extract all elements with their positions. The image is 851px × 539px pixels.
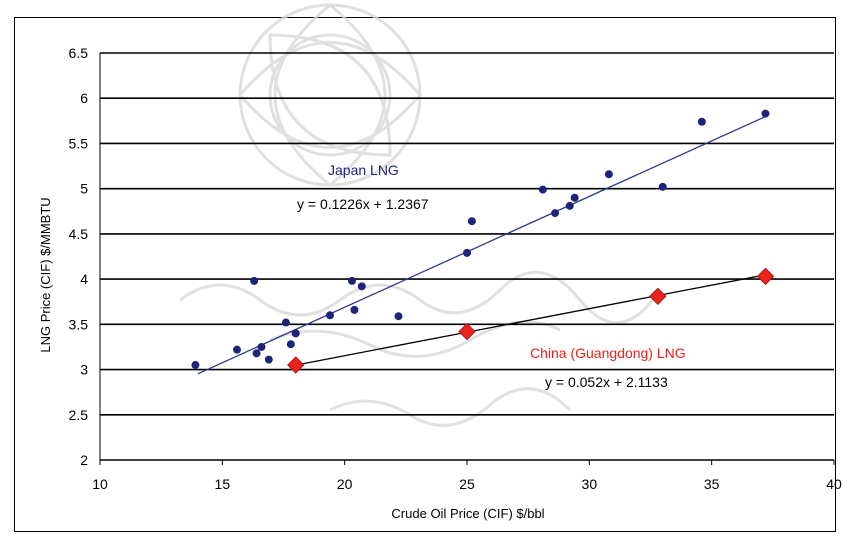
y-tick-label: 5.5	[69, 135, 89, 151]
japan-data-point	[357, 282, 366, 291]
gridlines	[100, 52, 834, 416]
china-data-point	[756, 267, 775, 286]
x-tick-label: 20	[337, 476, 353, 492]
china-trendline	[295, 274, 766, 366]
x-tick-label: 40	[826, 476, 842, 492]
axes	[99, 53, 835, 465]
japan-data-point	[538, 185, 547, 194]
japan-data-point	[697, 117, 706, 126]
x-tick-label: 10	[92, 476, 108, 492]
china-data-point	[649, 287, 667, 306]
japan-data-point	[551, 209, 560, 218]
x-tick-label: 15	[215, 476, 231, 492]
japan-data-point	[191, 361, 200, 370]
japan-data-point	[570, 193, 579, 202]
china-trend-equation: y = 0.052x + 2.1133	[545, 374, 668, 390]
china-data-point	[287, 356, 305, 374]
japan-trendline	[197, 115, 766, 375]
y-axis-title: LNG Price (CIF) $/MMBTU	[38, 197, 53, 352]
x-tick-label: 30	[582, 476, 598, 492]
x-tick-label: 35	[704, 476, 720, 492]
japan-data-point	[604, 170, 613, 179]
japan-data-point	[291, 329, 300, 338]
japan-data-point	[350, 305, 359, 314]
japan-data-point	[463, 248, 471, 257]
y-tick-label: 2	[80, 452, 88, 468]
china-data-point	[458, 322, 476, 341]
y-tick-label: 6	[80, 90, 88, 106]
japan-data-point	[281, 318, 290, 327]
japan-data-point	[286, 340, 295, 349]
japan-data-point	[658, 182, 667, 191]
japan-data-point	[250, 276, 259, 285]
japan-data-point	[394, 312, 403, 321]
china-series-label: China (Guangdong) LNG	[530, 345, 686, 361]
japan-data-point	[348, 276, 357, 285]
y-tick-label: 4	[80, 271, 88, 287]
japan-series-label: Japan LNG	[328, 162, 399, 178]
tick-labels: 2 2.5 3 3.5 4 4.5 5 5.5 6 6.5 10 15 20 25 30 35 40	[69, 45, 842, 492]
y-tick-label: 3.5	[69, 316, 89, 332]
japan-data-point	[257, 342, 266, 351]
y-tick-label: 4.5	[69, 226, 89, 242]
trendlines	[197, 115, 766, 375]
y-tick-label: 5	[80, 181, 88, 197]
x-axis-title: Crude Oil Price (CIF) $/bbl	[391, 506, 544, 521]
japan-data-point	[233, 345, 242, 354]
japan-data-point	[252, 349, 261, 358]
japan-data-point	[565, 201, 574, 210]
x-tick-label: 25	[459, 476, 475, 492]
japan-data-point	[761, 109, 770, 118]
japan-trend-equation: y = 0.1226x + 1.2367	[297, 196, 429, 212]
y-tick-label: 3	[80, 362, 88, 378]
y-tick-label: 6.5	[69, 45, 89, 61]
data-points	[191, 109, 775, 374]
y-tick-label: 2.5	[69, 407, 89, 423]
japan-data-point	[467, 217, 476, 226]
japan-data-point	[264, 355, 273, 364]
japan-data-point	[325, 311, 334, 320]
